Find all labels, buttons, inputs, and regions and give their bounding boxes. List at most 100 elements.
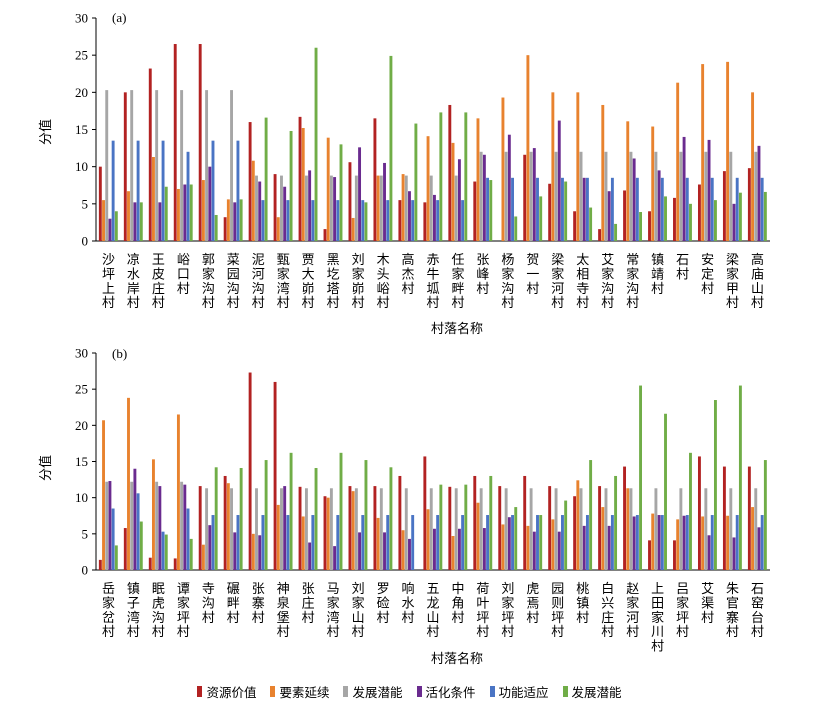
bar [623,466,627,570]
bar [326,137,330,241]
bar [482,154,486,241]
x-tick-label-char: 家 [451,266,464,282]
x-tick-label-char: 村 [526,282,539,297]
bar [398,475,402,570]
bar [738,385,742,570]
bar [451,142,455,241]
panel-label: (b) [112,346,127,361]
x-tick-label-char: 山 [751,282,764,297]
bar [164,186,168,241]
bar [311,515,315,570]
bar [273,381,277,570]
bar [283,186,287,241]
x-tick-label-char: 村 [451,611,464,626]
x-tick-label-char: 谭 [177,582,190,597]
x-tick-label-char: 坪 [551,611,564,626]
y-axis-title: 分值 [38,455,54,481]
bar [386,200,390,241]
bar [258,181,262,241]
x-tick-label-char: 安 [701,253,714,268]
x-tick-label-char: 田 [651,596,664,611]
bar [102,200,105,241]
x-tick-label-char: 沟 [227,282,240,297]
x-tick-label-char: 村 [451,296,464,311]
bar [433,194,436,241]
bar [573,496,577,570]
bar [679,488,683,570]
bar [673,197,676,241]
bar [108,218,112,241]
y-tick-label: 20 [75,85,88,100]
bar [648,211,651,241]
bar [180,481,184,570]
bar [664,413,667,570]
x-tick-label-char: 角 [451,596,464,611]
x-tick-label-char: 村 [152,625,165,640]
bar [676,519,680,570]
x-tick-label-char: 朱 [726,582,739,597]
bar [223,217,227,241]
x-tick-label-char: 镇 [651,253,664,268]
bar [361,200,365,241]
bar [607,191,611,241]
x-tick-label-char: 刘 [501,582,514,597]
bar [697,456,701,570]
bar [389,467,393,570]
bar [161,140,165,241]
x-tick-label-char: 贺 [526,253,539,268]
bar [408,191,411,241]
x-tick-label-char: 沟 [501,282,514,297]
bar [248,372,252,570]
bar [111,140,115,241]
legend-label: 发展潜能 [352,684,403,700]
x-tick-label-char: 石 [751,582,764,597]
bar [114,545,118,570]
x-tick-label-char: 泉 [277,595,290,611]
bar [339,144,343,241]
bar [433,528,436,570]
x-tick-label-char: 高 [751,252,764,268]
x-tick-label-char: 村 [252,296,265,311]
x-tick-label-char: 村 [102,296,115,311]
x-tick-label-char: 响 [402,581,415,597]
x-tick-label-char: 上 [102,282,115,297]
legend-label: 资源价值 [206,684,257,700]
bar [404,175,408,241]
bar [454,488,458,570]
bar [208,525,212,570]
x-tick-label-char: 村 [476,282,489,297]
y-tick-label: 30 [75,346,88,361]
x-tick-label-char: 家 [277,266,290,282]
bar [710,515,714,570]
y-tick-label: 25 [75,382,88,397]
bar [585,177,589,241]
x-tick-label-char: 神 [277,582,290,597]
bar [326,497,330,570]
x-tick-label-char: 罗 [377,582,390,597]
bar [461,200,465,241]
bar [561,177,564,241]
chart-legend: 资源价值 要素延续 发展潜能 活化条件 功能适应 发展潜能 [0,682,819,701]
bar [504,488,508,570]
bar [401,174,405,241]
x-tick-label-char: 白 [601,581,614,597]
bar [158,202,162,241]
legend-item-development-potential-2: 发展潜能 [562,682,622,701]
bar [286,200,290,241]
x-tick-label-char: 龙 [426,596,439,611]
bar [738,192,742,241]
bar [498,486,502,570]
x-tick-label-char: 桃 [576,582,589,597]
bar [654,488,658,570]
bar [689,203,692,241]
x-tick-label-char: 家 [202,266,215,282]
x-tick-label-char: 圪 [327,267,340,282]
x-tick-label-char: 川 [651,625,664,640]
x-tick-label-char: 皮 [152,267,165,282]
x-tick-label-char: 峁 [302,282,315,297]
x-tick-label-char: 岔 [102,611,115,626]
bar [373,486,377,570]
bar [657,515,661,570]
bar [557,120,561,241]
bar [255,175,258,241]
